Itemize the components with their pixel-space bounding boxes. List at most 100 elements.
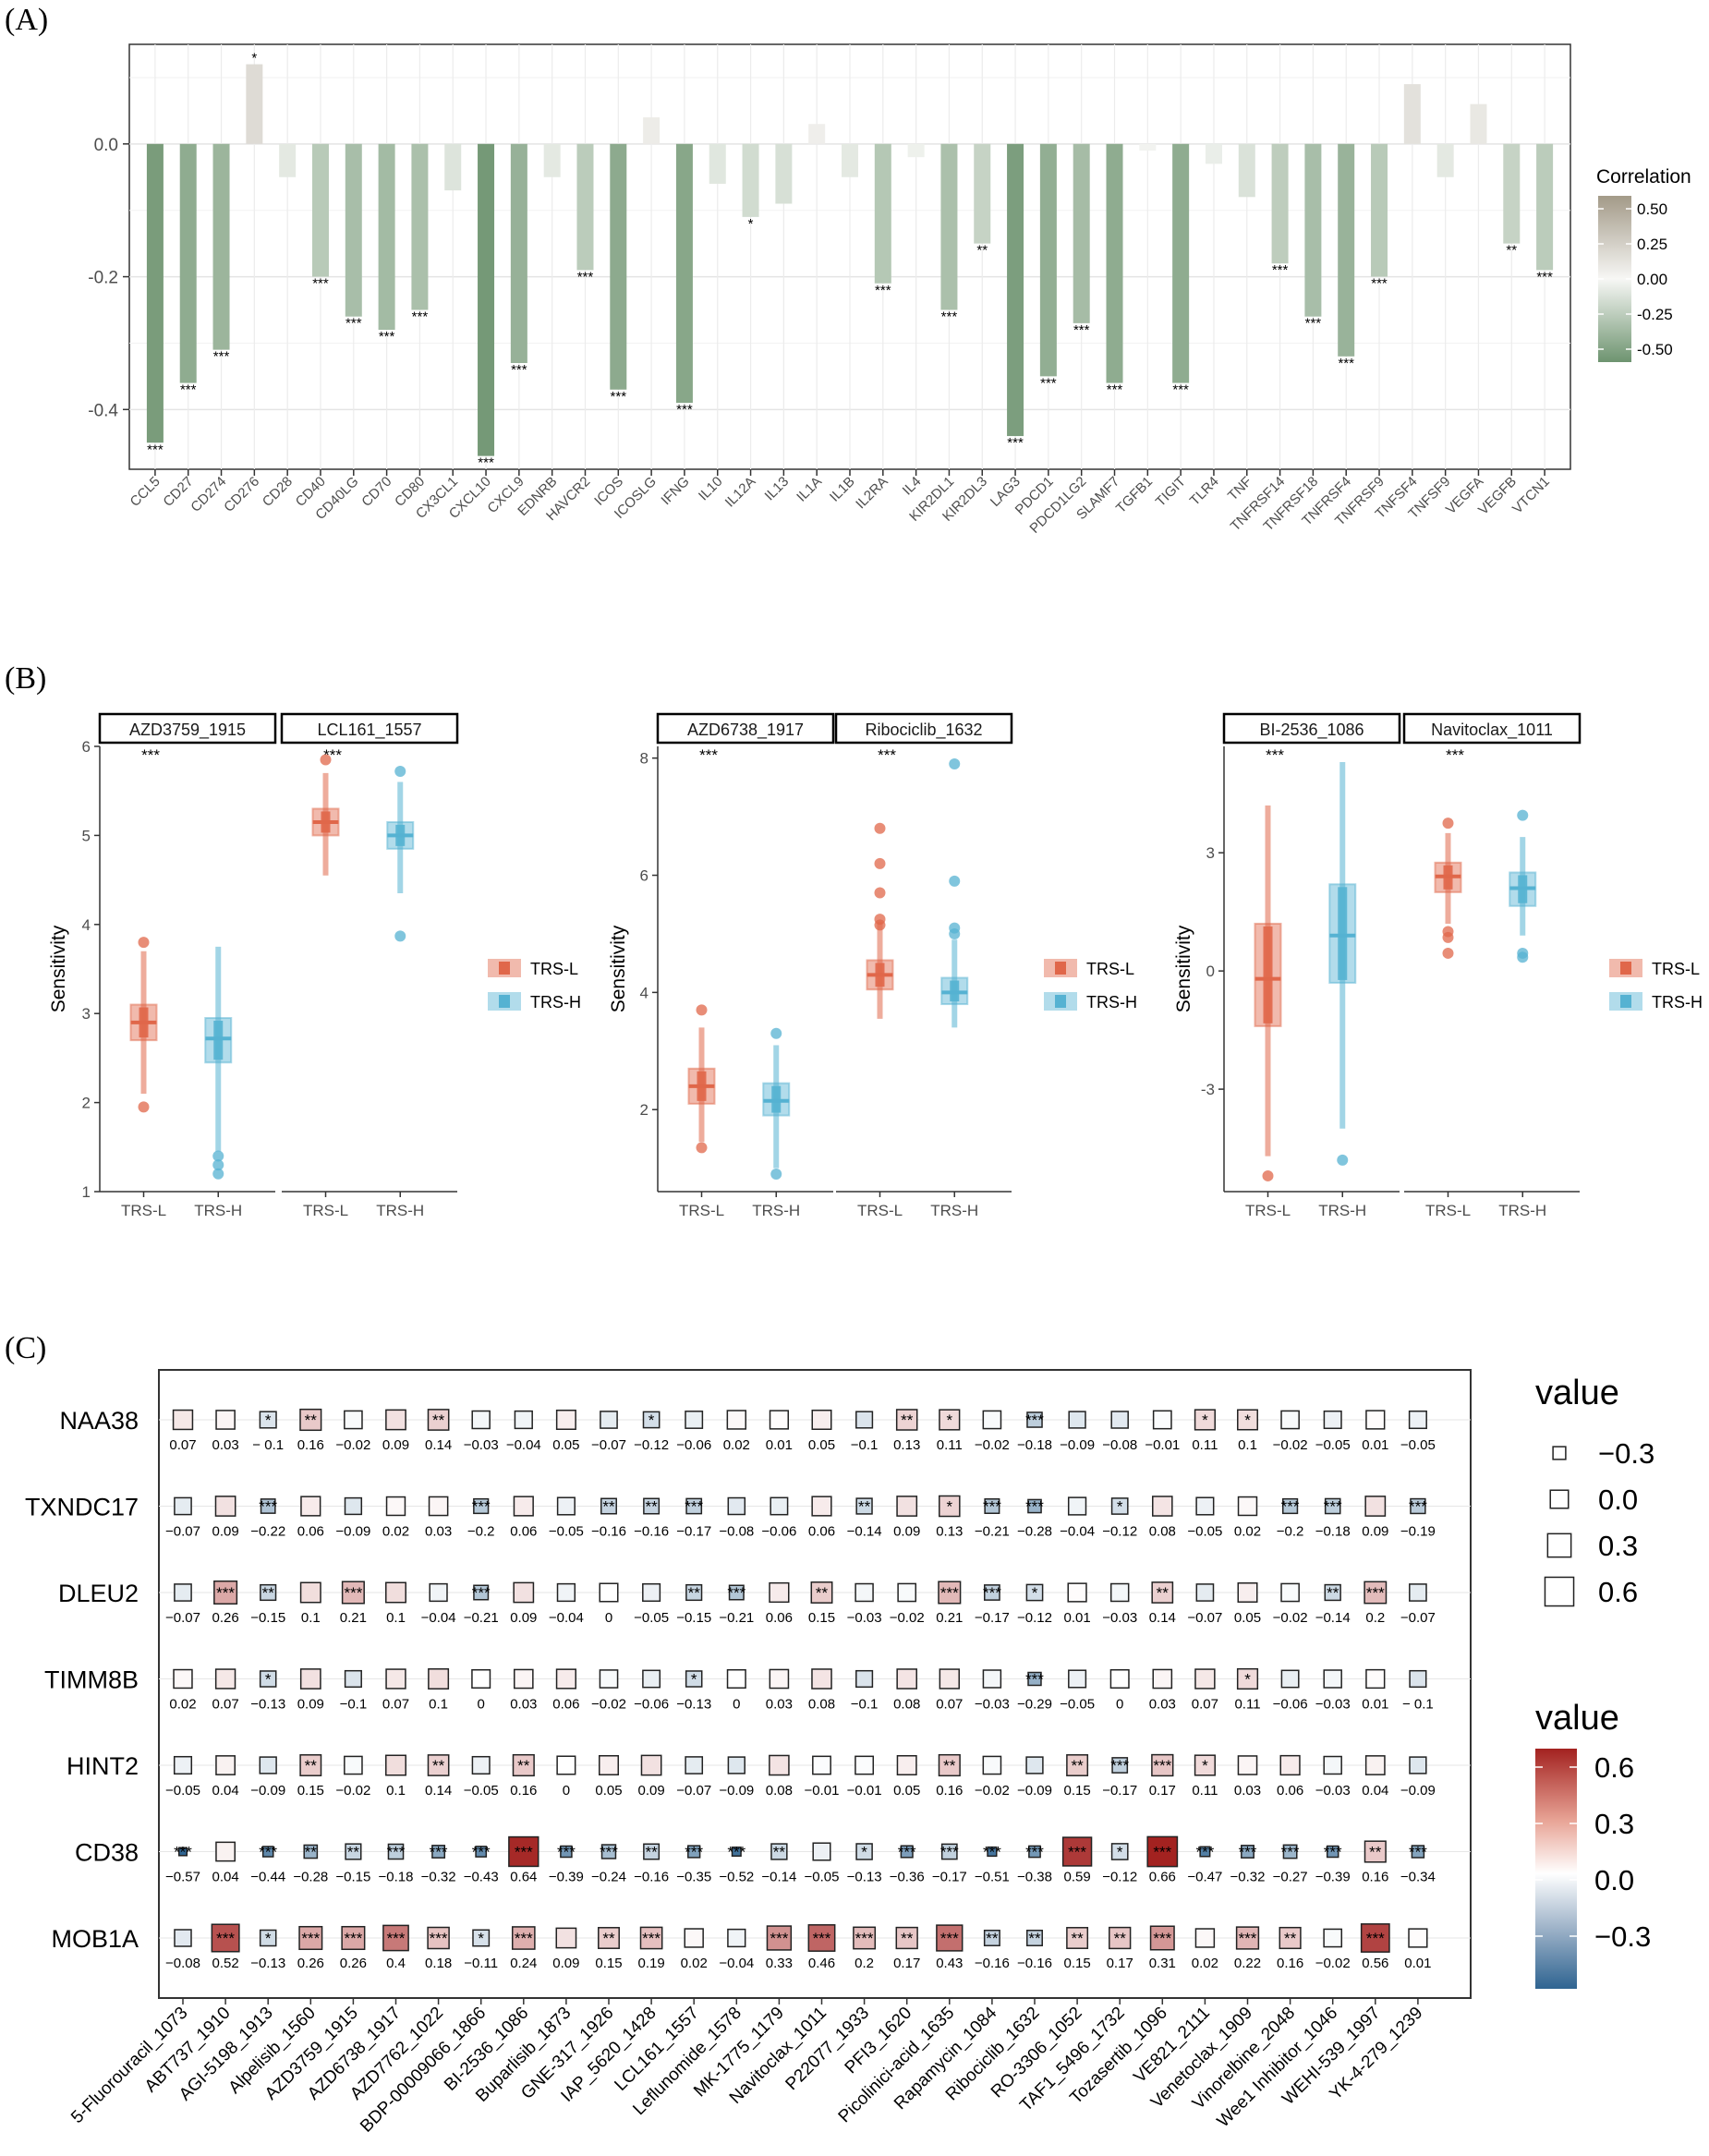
cell-value: 0.05 [893, 1783, 920, 1799]
heatmap-cell [215, 1841, 236, 1862]
cell-value: −0.1 [851, 1437, 879, 1453]
heatmap-cell [298, 1925, 323, 1951]
outlier-point [949, 758, 961, 770]
heatmap-cell [938, 1753, 961, 1777]
heatmap-cell [473, 1584, 490, 1601]
cell-value: 0.08 [1149, 1524, 1176, 1540]
cell-value: 0.17 [893, 1956, 920, 1971]
heatmap-cell [555, 1668, 576, 1690]
colorbar-tick-label: 0.0 [1594, 1864, 1634, 1896]
cell-significance: *** [1324, 1498, 1342, 1516]
heatmap-cell [385, 1496, 406, 1517]
legend-key-core [499, 962, 510, 975]
bar-tnfrsf4 [1338, 143, 1355, 357]
cell-value: −0.01 [847, 1783, 882, 1799]
significance-mark: *** [875, 283, 891, 298]
cell-value: −0.03 [975, 1697, 1010, 1713]
heatmap-cell [1280, 1410, 1300, 1430]
cell-significance: ** [1114, 1930, 1127, 1947]
x-tick-label: IL4 [900, 474, 925, 499]
cell-significance: ** [517, 1757, 530, 1774]
group-legend: TRS-L TRS-H [488, 959, 581, 1011]
cell-value: −0.17 [1102, 1783, 1137, 1799]
cell-value: −0.16 [975, 1956, 1010, 1971]
cell-value: 0.11 [1192, 1783, 1218, 1799]
heatmap-cell [1152, 1496, 1173, 1517]
heatmap-cell [685, 1756, 704, 1774]
heatmap-cell [1324, 1497, 1341, 1515]
heatmap-cell [896, 1755, 917, 1775]
cell-value: −0.28 [1017, 1524, 1052, 1540]
heatmap-cell [1152, 1410, 1172, 1430]
heatmap-cell [1237, 1582, 1258, 1603]
cell-value: 0.2 [854, 1956, 874, 1971]
facet-title: AZD3759_1915 [129, 721, 246, 740]
cell-significance: *** [1153, 1844, 1171, 1861]
x-tick-label: IFNG [658, 474, 692, 508]
cell-value: −0.02 [591, 1697, 626, 1713]
cell-value: −0.02 [1273, 1610, 1308, 1626]
cell-value: 0.11 [937, 1437, 963, 1453]
cell-significance: * [1117, 1844, 1123, 1861]
outlier-point [770, 1168, 782, 1180]
cell-value: −0.15 [250, 1610, 285, 1626]
cell-value: −0.13 [847, 1870, 882, 1885]
bar-cd40 [311, 143, 329, 277]
legend-label: TRS-H [1086, 993, 1137, 1011]
heatmap-cell [982, 1410, 1002, 1430]
bar-cd80 [411, 143, 429, 310]
heatmap-cell [427, 1409, 450, 1431]
cell-value: 0.19 [637, 1956, 664, 1971]
heatmap-cell [385, 1581, 406, 1604]
panel-a-x-axis: CCL5CD27CD274CD276CD28CD40CD40LGCD70CD80… [127, 469, 1553, 537]
cell-significance: *** [557, 1844, 576, 1861]
cell-value: 0.03 [1234, 1783, 1261, 1799]
significance-mark: *** [1040, 375, 1057, 391]
bar-cx3cl1 [444, 143, 462, 191]
heatmap-cell [303, 1844, 319, 1859]
outlier-point [1517, 809, 1529, 821]
cell-value: −0.05 [805, 1870, 840, 1885]
cell-significance: *** [642, 1930, 661, 1947]
cell-significance: *** [301, 1930, 320, 1947]
cell-significance: *** [1366, 1930, 1385, 1947]
cell-value: 0.15 [808, 1610, 835, 1626]
heatmap-cell [811, 1668, 832, 1690]
cell-value: −0.57 [165, 1870, 200, 1885]
cell-value: 0.11 [1192, 1437, 1218, 1453]
cell-value: −0.38 [1017, 1870, 1052, 1885]
cell-value: −0.02 [1315, 1956, 1351, 1971]
cell-significance: *** [1281, 1498, 1300, 1516]
heatmap-cell [555, 1410, 576, 1430]
heatmap-cell [261, 1846, 274, 1858]
cell-value: −0.09 [1060, 1437, 1095, 1453]
heatmap-cell [1237, 1496, 1258, 1517]
heatmap-cell [895, 1926, 918, 1950]
heatmap-cell [685, 1411, 704, 1429]
cell-significance: *** [983, 1498, 1001, 1516]
heatmap-cell [1279, 1926, 1302, 1950]
x-tick-label: IL12A [722, 474, 759, 511]
cell-value: −0.1 [851, 1697, 879, 1713]
facet-navitoclax-1011: Navitoclax_1011 *** TRS-L TRS-H [1402, 712, 1582, 1219]
cell-value: −0.15 [676, 1610, 711, 1626]
heatmap-cell [895, 1409, 918, 1431]
cell-value: −0.13 [250, 1697, 285, 1713]
heatmap-cell [983, 1930, 1000, 1946]
x-tick-label: TRS-H [1318, 1202, 1366, 1219]
heatmap-cell [344, 1410, 363, 1430]
heatmap-cell [428, 1668, 450, 1690]
cell-value: 0.1 [386, 1610, 406, 1626]
y-tick-label: 1 [82, 1183, 91, 1201]
bar-cxcl10 [478, 143, 495, 456]
heatmap-cell [174, 1929, 192, 1947]
heatmap-cell [382, 1924, 409, 1952]
cell-significance: * [1032, 1584, 1038, 1602]
facet-strip [280, 712, 459, 745]
bar-tnf [1238, 143, 1255, 198]
heatmap-cell [475, 1846, 488, 1858]
box-group-3: 3 0 -3 Sensitivity BI-2536_1086 *** TRS-L TRS-H… [1173, 712, 1703, 1219]
cell-value: 0.05 [1234, 1610, 1261, 1626]
heatmap-cell [1410, 1497, 1426, 1515]
